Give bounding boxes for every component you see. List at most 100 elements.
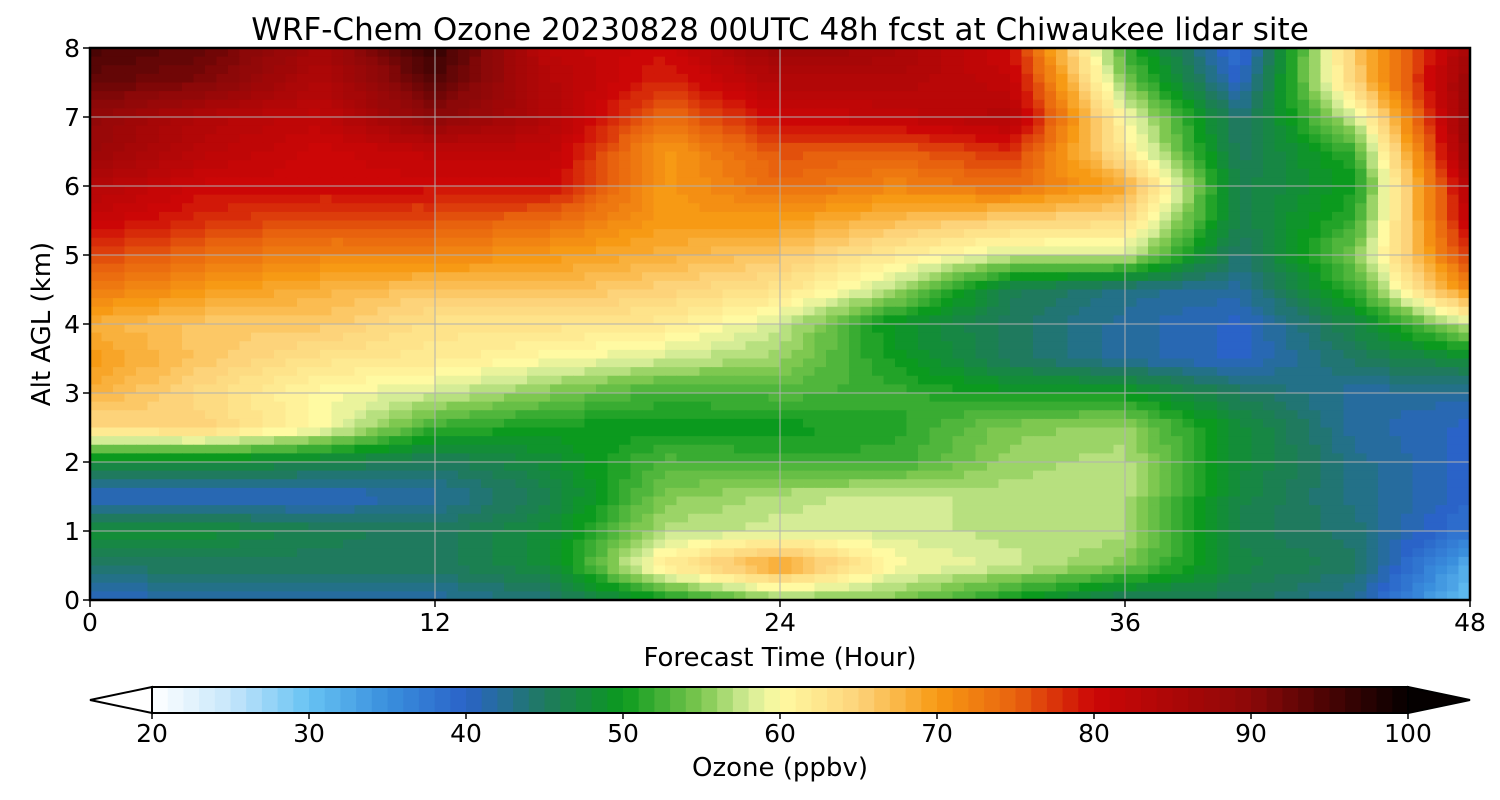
heatmap-cell xyxy=(849,99,862,109)
heatmap-cell xyxy=(780,341,793,351)
heatmap-cell xyxy=(1309,168,1322,178)
heatmap-cell xyxy=(354,324,367,334)
heatmap-cell xyxy=(1171,280,1184,291)
heatmap-cell xyxy=(1136,211,1149,222)
heatmap-cell xyxy=(446,134,459,144)
heatmap-cell xyxy=(423,349,436,360)
heatmap-cell xyxy=(952,151,965,161)
heatmap-cell xyxy=(872,160,885,170)
heatmap-cell xyxy=(354,306,367,316)
heatmap-cell xyxy=(423,358,436,368)
heatmap-cell xyxy=(872,142,885,153)
heatmap-cell xyxy=(262,315,275,325)
heatmap-cell xyxy=(676,289,689,299)
heatmap-cell xyxy=(228,65,241,75)
heatmap-cell xyxy=(987,142,1000,153)
heatmap-cell xyxy=(1228,168,1241,178)
heatmap-cell xyxy=(504,341,517,351)
heatmap-cell xyxy=(987,220,1000,230)
heatmap-cell xyxy=(1090,280,1103,291)
heatmap-cell xyxy=(964,48,977,58)
heatmap-cell xyxy=(998,298,1011,308)
heatmap-cell xyxy=(1171,117,1184,127)
heatmap-cell xyxy=(331,289,344,299)
heatmap-cell xyxy=(1056,160,1069,170)
heatmap-cell xyxy=(297,375,310,385)
heatmap-cell xyxy=(872,289,885,299)
heatmap-cell xyxy=(435,125,448,135)
heatmap-cell xyxy=(964,298,977,308)
heatmap-cell xyxy=(354,211,367,222)
heatmap-cell xyxy=(791,99,804,109)
heatmap-cell xyxy=(527,237,540,247)
heatmap-cell xyxy=(124,91,137,101)
heatmap-cell xyxy=(251,91,264,101)
heatmap-cell xyxy=(550,375,563,385)
heatmap-cell xyxy=(791,298,804,308)
heatmap-cell xyxy=(929,117,942,127)
heatmap-cell xyxy=(757,246,770,256)
heatmap-cell xyxy=(745,315,758,325)
heatmap-cell xyxy=(182,108,195,118)
heatmap-cell xyxy=(722,358,735,368)
heatmap-cell xyxy=(1274,194,1287,204)
heatmap-cell xyxy=(1228,194,1241,204)
heatmap-cell xyxy=(147,73,160,84)
heatmap-cell xyxy=(389,272,402,282)
heatmap-cell xyxy=(113,134,126,144)
heatmap-cell xyxy=(1332,263,1345,273)
heatmap-cell xyxy=(711,168,724,178)
heatmap-cell xyxy=(722,375,735,385)
heatmap-cell xyxy=(228,56,241,66)
heatmap-cell xyxy=(1309,306,1322,316)
heatmap-cell xyxy=(515,117,528,127)
heatmap-cell xyxy=(251,237,264,247)
heatmap-cell xyxy=(1125,272,1138,282)
heatmap-cell xyxy=(1355,384,1368,394)
heatmap-cell xyxy=(423,56,436,66)
heatmap-cell xyxy=(757,73,770,84)
heatmap-cell xyxy=(113,375,126,385)
heatmap-cell xyxy=(251,280,264,291)
heatmap-cell xyxy=(941,48,954,58)
heatmap-cell xyxy=(1274,375,1287,385)
heatmap-cell xyxy=(1102,220,1115,230)
heatmap-cell xyxy=(147,306,160,316)
heatmap-cell xyxy=(1355,134,1368,144)
heatmap-cell xyxy=(1263,48,1276,58)
heatmap-cell xyxy=(1205,56,1218,66)
heatmap-cell xyxy=(561,298,574,308)
heatmap-cell xyxy=(1297,280,1310,291)
heatmap-cell xyxy=(159,82,172,92)
heatmap-cell xyxy=(308,160,321,170)
heatmap-cell xyxy=(1205,117,1218,127)
heatmap-cell xyxy=(389,48,402,58)
heatmap-cell xyxy=(239,384,252,394)
heatmap-cell xyxy=(90,220,103,230)
heatmap-cell xyxy=(366,246,379,256)
heatmap-cell xyxy=(1171,65,1184,75)
heatmap-cell xyxy=(1309,263,1322,273)
heatmap-cell xyxy=(607,315,620,325)
heatmap-cell xyxy=(239,91,252,101)
heatmap-cell xyxy=(297,298,310,308)
heatmap-cell xyxy=(1297,125,1310,135)
heatmap-cell xyxy=(147,246,160,256)
heatmap-cell xyxy=(389,401,402,411)
heatmap-cell xyxy=(665,73,678,84)
heatmap-cell xyxy=(400,315,413,325)
heatmap-cell xyxy=(1240,194,1253,204)
heatmap-cell xyxy=(136,91,149,101)
heatmap-cell xyxy=(377,220,390,230)
heatmap-cell xyxy=(1309,375,1322,385)
heatmap-cell xyxy=(182,341,195,351)
heatmap-cell xyxy=(849,56,862,66)
heatmap-cell xyxy=(642,56,655,66)
heatmap-cell xyxy=(1228,272,1241,282)
heatmap-cell xyxy=(354,375,367,385)
heatmap-cell xyxy=(182,237,195,247)
heatmap-cell xyxy=(1228,280,1241,291)
heatmap-cell xyxy=(1251,220,1264,230)
heatmap-cell xyxy=(1056,272,1069,282)
heatmap-cell xyxy=(1010,56,1023,66)
